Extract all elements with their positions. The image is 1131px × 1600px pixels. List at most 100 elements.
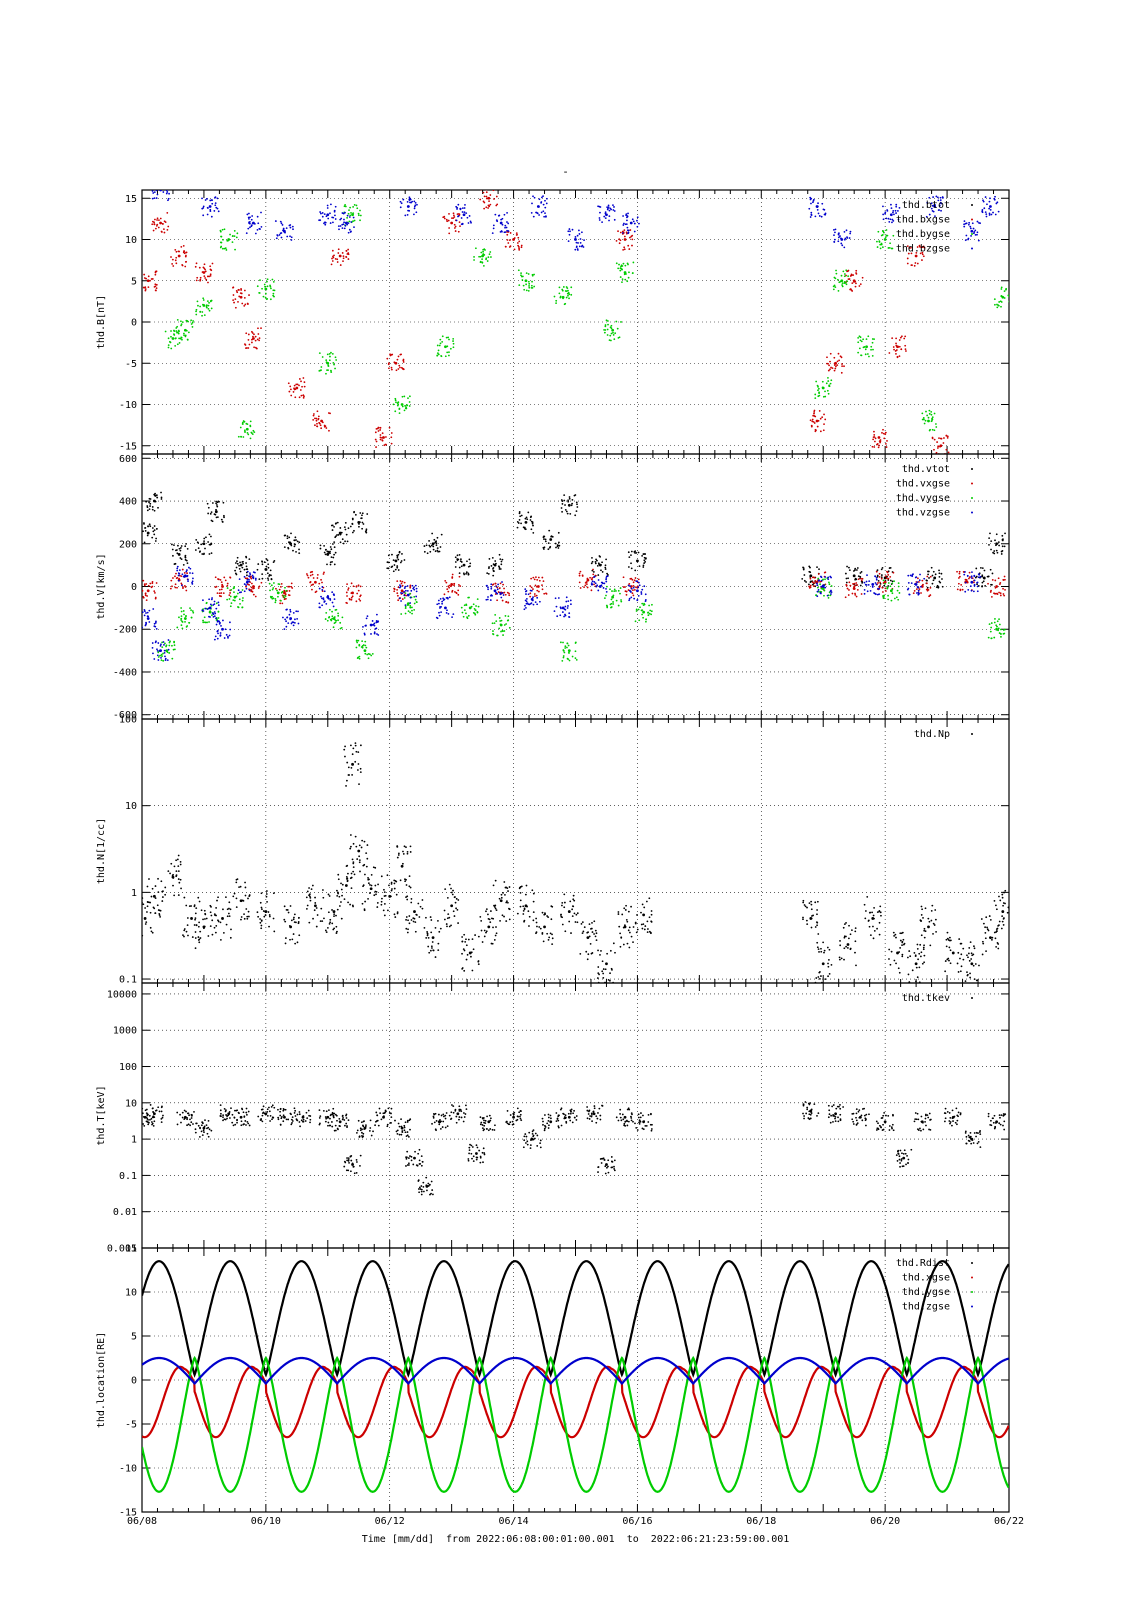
data-point [589, 576, 592, 579]
data-point [485, 931, 487, 934]
data-point [465, 212, 468, 215]
data-point [895, 203, 898, 206]
data-point [457, 583, 460, 586]
data-point [151, 642, 154, 644]
data-point [171, 263, 174, 265]
data-point [465, 572, 468, 575]
data-point [330, 263, 333, 266]
data-point [374, 884, 377, 887]
data-point [549, 545, 552, 548]
data-point [282, 227, 285, 230]
data-point [963, 225, 966, 228]
data-point [347, 212, 350, 215]
data-point [486, 260, 489, 262]
data-point [247, 910, 250, 913]
data-point [575, 241, 578, 244]
data-point [244, 577, 247, 580]
data-point [821, 380, 824, 383]
data-point [256, 568, 259, 571]
data-point [206, 502, 209, 505]
data-point [568, 612, 571, 615]
data-point [591, 560, 594, 563]
data-point [203, 267, 206, 270]
data-point [834, 231, 836, 234]
data-point [930, 566, 933, 569]
data-point [814, 579, 817, 582]
data-point [366, 857, 369, 860]
data-point [604, 566, 607, 569]
data-point [524, 520, 528, 524]
data-point [260, 327, 262, 330]
data-point [494, 213, 497, 216]
data-point [244, 894, 247, 897]
data-point [298, 548, 300, 551]
data-point [326, 204, 329, 207]
data-point [285, 589, 288, 592]
data-point [531, 599, 534, 602]
data-point [335, 359, 338, 361]
data-point [396, 592, 399, 595]
data-point [630, 235, 633, 238]
data-point [375, 427, 378, 430]
data-point [445, 611, 448, 614]
data-point [867, 335, 870, 338]
data-point [627, 229, 630, 232]
data-point [337, 534, 340, 536]
data-point [390, 889, 393, 892]
data-point [211, 612, 214, 615]
data-point [157, 909, 160, 911]
data-point [626, 280, 629, 283]
data-point [544, 206, 547, 209]
data-point [430, 931, 433, 934]
data-point [600, 563, 602, 566]
data-point [466, 616, 468, 619]
data-point [318, 582, 321, 585]
data-point [183, 613, 185, 616]
data-point [174, 575, 176, 578]
data-point [991, 583, 993, 586]
data-point [939, 201, 942, 204]
data-point [576, 506, 579, 508]
data-point [171, 548, 174, 551]
data-point [324, 553, 327, 556]
data-point [630, 596, 633, 599]
data-point [896, 589, 899, 592]
data-point [311, 884, 314, 887]
data-point [269, 589, 271, 592]
data-point [914, 576, 917, 579]
data-point [977, 576, 980, 579]
data-point [341, 227, 344, 230]
y-tick-label: 600 [119, 454, 137, 465]
data-point [374, 866, 377, 869]
data-point [286, 235, 289, 238]
data-point [401, 598, 404, 600]
data-point [408, 209, 411, 212]
data-point [177, 250, 180, 253]
data-point [604, 325, 607, 328]
data-point [225, 249, 228, 251]
data-point [810, 202, 812, 205]
data-point [840, 371, 843, 374]
data-point [179, 557, 182, 559]
data-point [285, 597, 287, 600]
data-point [617, 267, 620, 270]
data-point [409, 611, 411, 614]
data-point [457, 203, 460, 206]
data-point [612, 603, 615, 605]
data-point [596, 584, 599, 587]
data-point [500, 596, 503, 599]
data-point [425, 916, 427, 919]
data-point [355, 204, 358, 207]
data-point [525, 606, 527, 609]
data-point [554, 542, 557, 545]
data-point [329, 550, 331, 553]
data-point [634, 550, 637, 553]
data-point [373, 624, 376, 627]
data-point [320, 578, 322, 581]
data-point [482, 200, 485, 203]
data-point [383, 891, 386, 894]
data-point [624, 264, 627, 267]
data-point [181, 568, 184, 571]
data-point [216, 620, 219, 623]
data-point [450, 584, 453, 587]
